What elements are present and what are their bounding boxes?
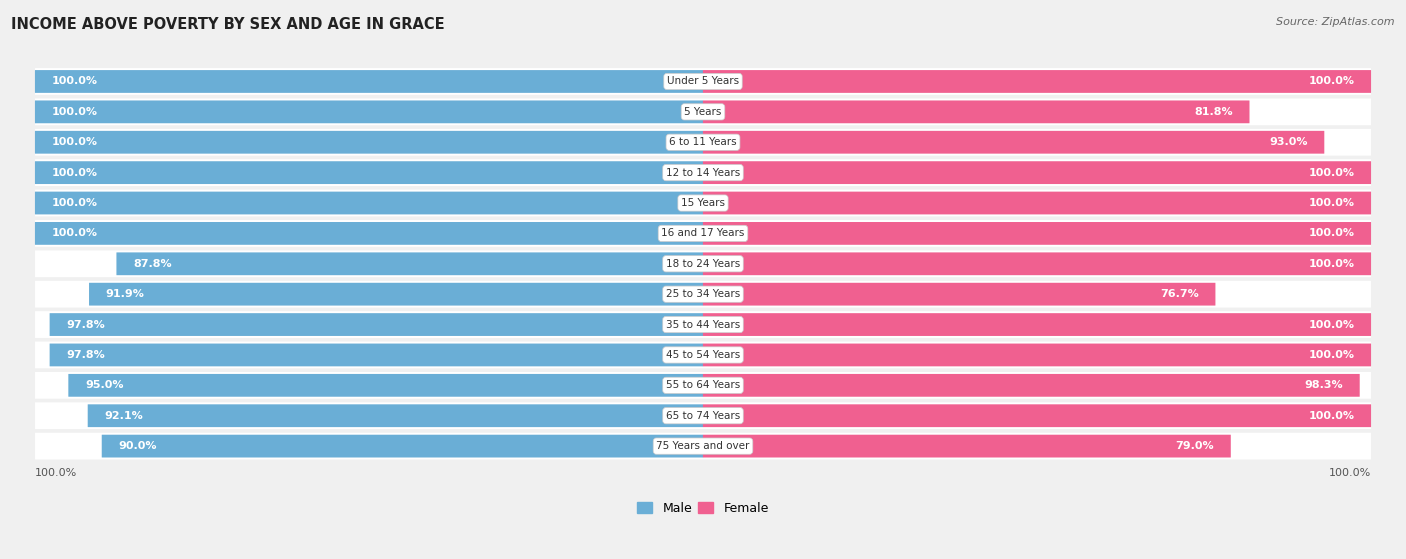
Text: 100.0%: 100.0%: [1308, 259, 1354, 269]
Text: 87.8%: 87.8%: [134, 259, 172, 269]
Text: 90.0%: 90.0%: [118, 441, 157, 451]
FancyBboxPatch shape: [35, 129, 1371, 155]
FancyBboxPatch shape: [89, 283, 703, 306]
FancyBboxPatch shape: [35, 222, 703, 245]
Text: 12 to 14 Years: 12 to 14 Years: [666, 168, 740, 178]
FancyBboxPatch shape: [35, 101, 703, 123]
Text: 100.0%: 100.0%: [52, 198, 98, 208]
Text: 81.8%: 81.8%: [1194, 107, 1233, 117]
Text: 65 to 74 Years: 65 to 74 Years: [666, 411, 740, 421]
FancyBboxPatch shape: [35, 281, 1371, 307]
FancyBboxPatch shape: [117, 253, 703, 275]
FancyBboxPatch shape: [703, 222, 1371, 245]
FancyBboxPatch shape: [703, 404, 1371, 427]
Text: 100.0%: 100.0%: [1308, 411, 1354, 421]
Text: 97.8%: 97.8%: [66, 350, 105, 360]
Text: 76.7%: 76.7%: [1160, 289, 1199, 299]
Text: 75 Years and over: 75 Years and over: [657, 441, 749, 451]
Text: 79.0%: 79.0%: [1175, 441, 1213, 451]
Text: 100.0%: 100.0%: [52, 107, 98, 117]
FancyBboxPatch shape: [703, 435, 1230, 457]
FancyBboxPatch shape: [35, 68, 1371, 95]
FancyBboxPatch shape: [703, 313, 1371, 336]
Text: Source: ZipAtlas.com: Source: ZipAtlas.com: [1277, 17, 1395, 27]
Text: 100.0%: 100.0%: [1329, 468, 1371, 478]
FancyBboxPatch shape: [35, 372, 1371, 399]
Text: 35 to 44 Years: 35 to 44 Years: [666, 320, 740, 330]
FancyBboxPatch shape: [35, 190, 1371, 216]
Text: 100.0%: 100.0%: [1308, 77, 1354, 87]
FancyBboxPatch shape: [703, 161, 1371, 184]
FancyBboxPatch shape: [35, 161, 703, 184]
Text: 25 to 34 Years: 25 to 34 Years: [666, 289, 740, 299]
FancyBboxPatch shape: [703, 131, 1324, 154]
FancyBboxPatch shape: [703, 101, 1250, 123]
Text: 100.0%: 100.0%: [35, 468, 77, 478]
FancyBboxPatch shape: [703, 344, 1371, 366]
Text: 100.0%: 100.0%: [52, 229, 98, 238]
Text: 6 to 11 Years: 6 to 11 Years: [669, 138, 737, 147]
Text: 97.8%: 97.8%: [66, 320, 105, 330]
FancyBboxPatch shape: [35, 98, 1371, 125]
FancyBboxPatch shape: [69, 374, 703, 397]
FancyBboxPatch shape: [35, 159, 1371, 186]
FancyBboxPatch shape: [87, 404, 703, 427]
Text: 55 to 64 Years: 55 to 64 Years: [666, 380, 740, 390]
Text: 91.9%: 91.9%: [105, 289, 145, 299]
Text: INCOME ABOVE POVERTY BY SEX AND AGE IN GRACE: INCOME ABOVE POVERTY BY SEX AND AGE IN G…: [11, 17, 444, 32]
Text: 16 and 17 Years: 16 and 17 Years: [661, 229, 745, 238]
Text: 100.0%: 100.0%: [1308, 229, 1354, 238]
FancyBboxPatch shape: [49, 344, 703, 366]
Legend: Male, Female: Male, Female: [633, 497, 773, 520]
FancyBboxPatch shape: [35, 402, 1371, 429]
Text: 100.0%: 100.0%: [1308, 350, 1354, 360]
Text: 15 Years: 15 Years: [681, 198, 725, 208]
Text: 18 to 24 Years: 18 to 24 Years: [666, 259, 740, 269]
FancyBboxPatch shape: [49, 313, 703, 336]
Text: 100.0%: 100.0%: [52, 138, 98, 147]
FancyBboxPatch shape: [703, 192, 1371, 215]
FancyBboxPatch shape: [703, 374, 1360, 397]
Text: 95.0%: 95.0%: [86, 380, 124, 390]
Text: 45 to 54 Years: 45 to 54 Years: [666, 350, 740, 360]
FancyBboxPatch shape: [703, 253, 1371, 275]
Text: 100.0%: 100.0%: [1308, 320, 1354, 330]
Text: 98.3%: 98.3%: [1305, 380, 1343, 390]
Text: 100.0%: 100.0%: [1308, 168, 1354, 178]
Text: Under 5 Years: Under 5 Years: [666, 77, 740, 87]
FancyBboxPatch shape: [35, 131, 703, 154]
FancyBboxPatch shape: [35, 220, 1371, 247]
Text: 92.1%: 92.1%: [104, 411, 143, 421]
Text: 100.0%: 100.0%: [1308, 198, 1354, 208]
FancyBboxPatch shape: [35, 70, 703, 93]
FancyBboxPatch shape: [101, 435, 703, 457]
FancyBboxPatch shape: [703, 283, 1215, 306]
Text: 5 Years: 5 Years: [685, 107, 721, 117]
FancyBboxPatch shape: [35, 433, 1371, 459]
FancyBboxPatch shape: [703, 70, 1371, 93]
FancyBboxPatch shape: [35, 342, 1371, 368]
Text: 100.0%: 100.0%: [52, 168, 98, 178]
Text: 93.0%: 93.0%: [1270, 138, 1308, 147]
FancyBboxPatch shape: [35, 192, 703, 215]
FancyBboxPatch shape: [35, 311, 1371, 338]
FancyBboxPatch shape: [35, 250, 1371, 277]
Text: 100.0%: 100.0%: [52, 77, 98, 87]
